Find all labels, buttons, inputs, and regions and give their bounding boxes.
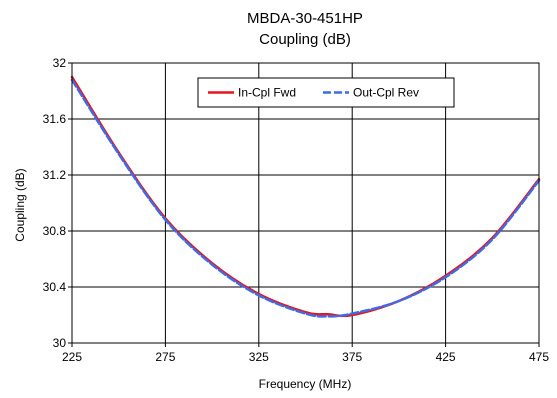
x-tick-label: 225 (62, 350, 82, 364)
y-tick-label: 30.8 (43, 224, 67, 238)
legend-item-out-cpl-rev-label: Out-Cpl Rev (353, 86, 419, 100)
y-axis-label: Coupling (dB) (13, 168, 27, 241)
plot-area-frame (71, 62, 540, 344)
chart-subtitle: Coupling (dB) (259, 31, 351, 48)
series-line-out-cpl-rev (70, 78, 541, 318)
x-tick-label: 375 (342, 350, 362, 364)
y-tick-label: 32 (53, 56, 67, 70)
legend-item-in-cpl-fwd-label: In-Cpl Fwd (238, 86, 296, 100)
y-tick-label: 31.6 (43, 112, 67, 126)
y-tick-label: 30 (53, 336, 67, 350)
x-tick-label: 425 (436, 350, 456, 364)
axis-ticks: 30 30.4 30.8 31.2 31.6 32 225 275 325 375 425 475 (43, 56, 550, 364)
series-line-in-cpl-fwd (70, 75, 541, 318)
y-tick-label: 31.2 (43, 168, 67, 182)
x-tick-label: 475 (529, 350, 549, 364)
chart-title: MBDA-30-451HP (247, 10, 363, 27)
y-tick-label: 30.4 (43, 280, 67, 294)
legend: In-Cpl Fwd Out-Cpl Rev (197, 77, 455, 108)
gridlines (72, 63, 539, 343)
x-axis-label: Frequency (MHz) (259, 377, 352, 391)
x-tick-label: 325 (249, 350, 269, 364)
series-lines (70, 75, 541, 318)
x-tick-label: 275 (155, 350, 175, 364)
